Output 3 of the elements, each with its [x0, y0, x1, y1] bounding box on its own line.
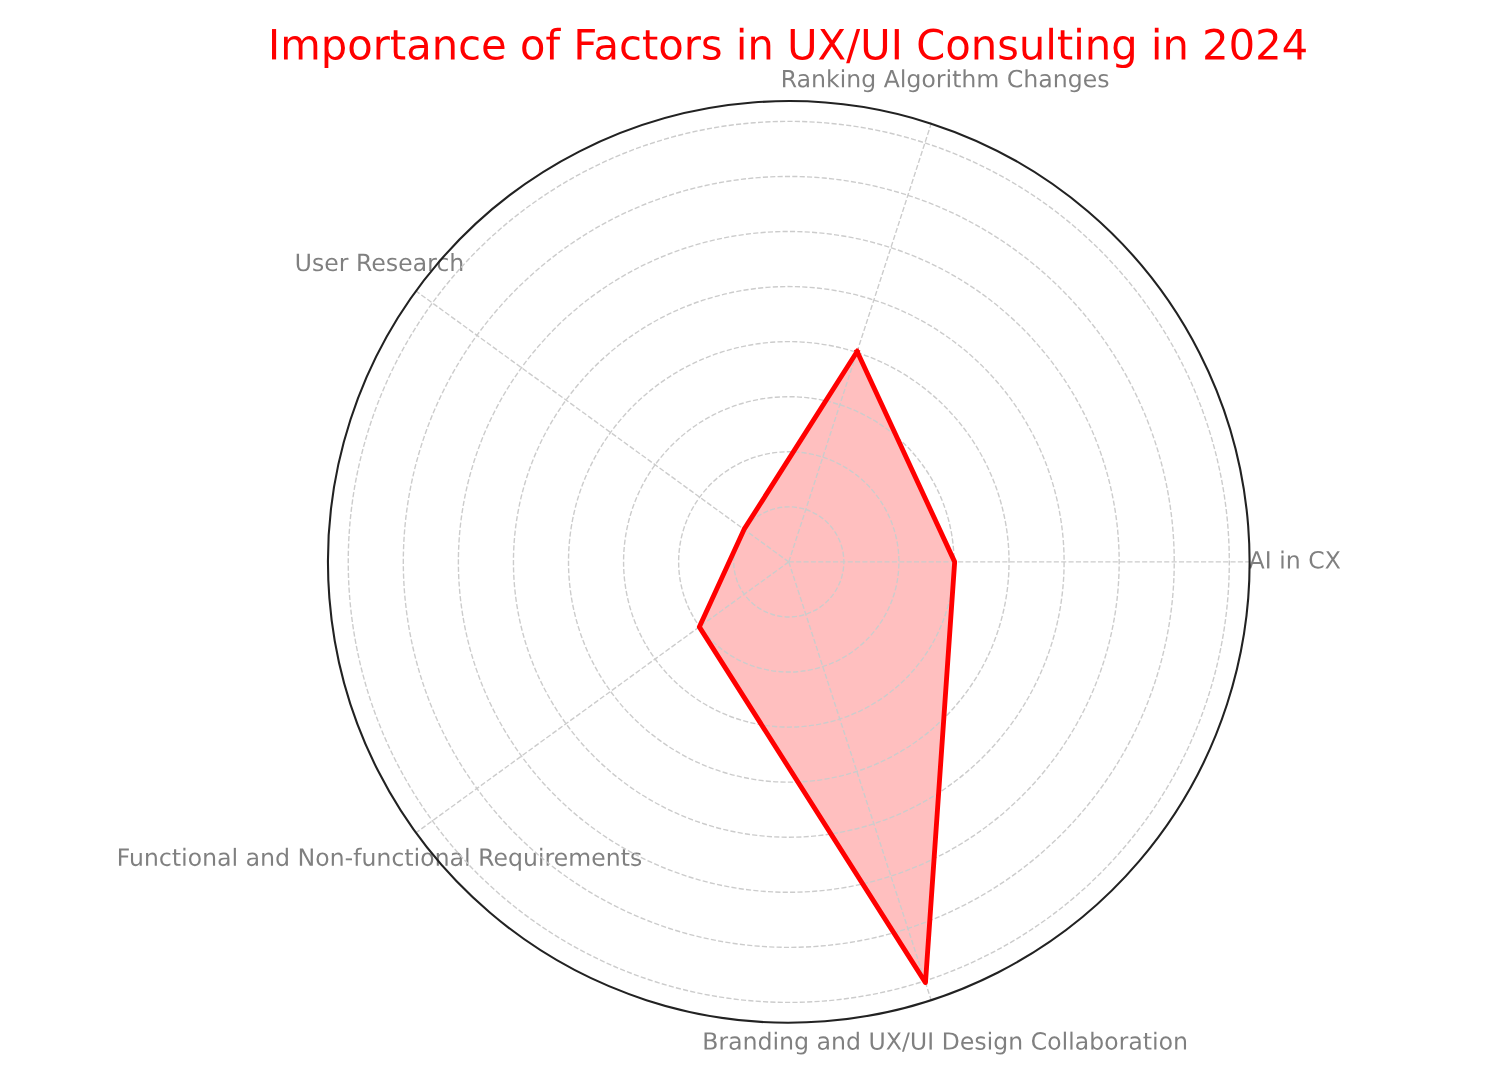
spoke-label: Branding and UX/UI Design Collaboration — [704, 1031, 1187, 1055]
spoke-label: Ranking Algorithm Changes — [783, 69, 1109, 93]
chart-title: Importance of Factors in UX/UI Consulting in 2024 — [272, 27, 1306, 69]
